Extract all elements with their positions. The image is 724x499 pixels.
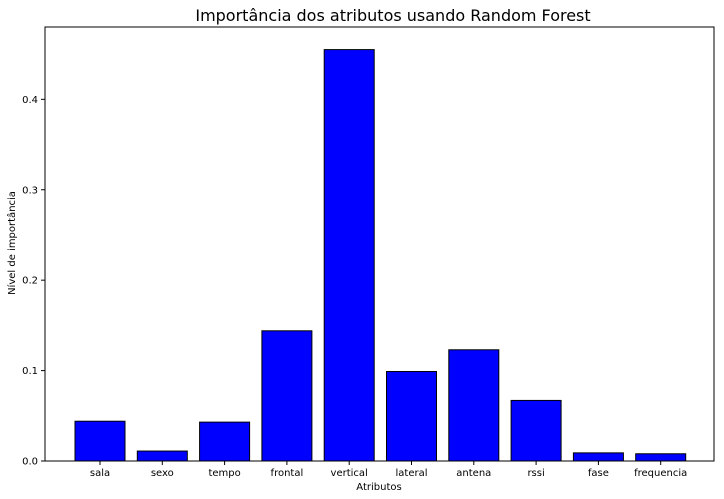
bar-fase [572, 452, 624, 462]
x-tick-label-sala: sala [90, 468, 110, 479]
axes-frame [44, 26, 715, 462]
x-tick-label-vertical: vertical [331, 468, 368, 479]
bar-vertical [323, 49, 375, 462]
x-tick-label-fase: fase [588, 468, 609, 479]
bar-sexo [136, 450, 188, 462]
chart-title: Importância dos atributos usando Random … [195, 6, 590, 25]
bar-rssi [510, 399, 562, 462]
x-tick-label-frontal: frontal [271, 468, 304, 479]
bar-sala [74, 420, 126, 462]
y-tick-label: 0.0 [22, 457, 38, 468]
bar-tempo [199, 421, 251, 462]
y-tick-label: 0.4 [22, 95, 38, 106]
x-tick-label-tempo: tempo [208, 468, 240, 479]
y-tick-label: 0.2 [22, 276, 38, 287]
x-tick-label-antena: antena [456, 468, 491, 479]
y-axis-label: Nível de importância [6, 191, 18, 295]
bar-frontal [261, 330, 313, 462]
x-tick-label-frequencia: frequencia [634, 468, 687, 479]
y-tick-label: 0.1 [22, 366, 38, 377]
plot-area: sala sexo tempo frontal vertical lateral anten… [22, 26, 715, 479]
bar-antena [448, 349, 500, 462]
bar-frequencia [635, 453, 687, 462]
bar-lateral [386, 370, 437, 462]
x-tick-label-rssi: rssi [527, 468, 544, 479]
y-tick-label: 0.3 [22, 185, 38, 196]
x-tick-label-sexo: sexo [151, 468, 174, 479]
x-axis-label: Atributos [356, 482, 401, 493]
x-tick-label-lateral: lateral [396, 468, 428, 479]
